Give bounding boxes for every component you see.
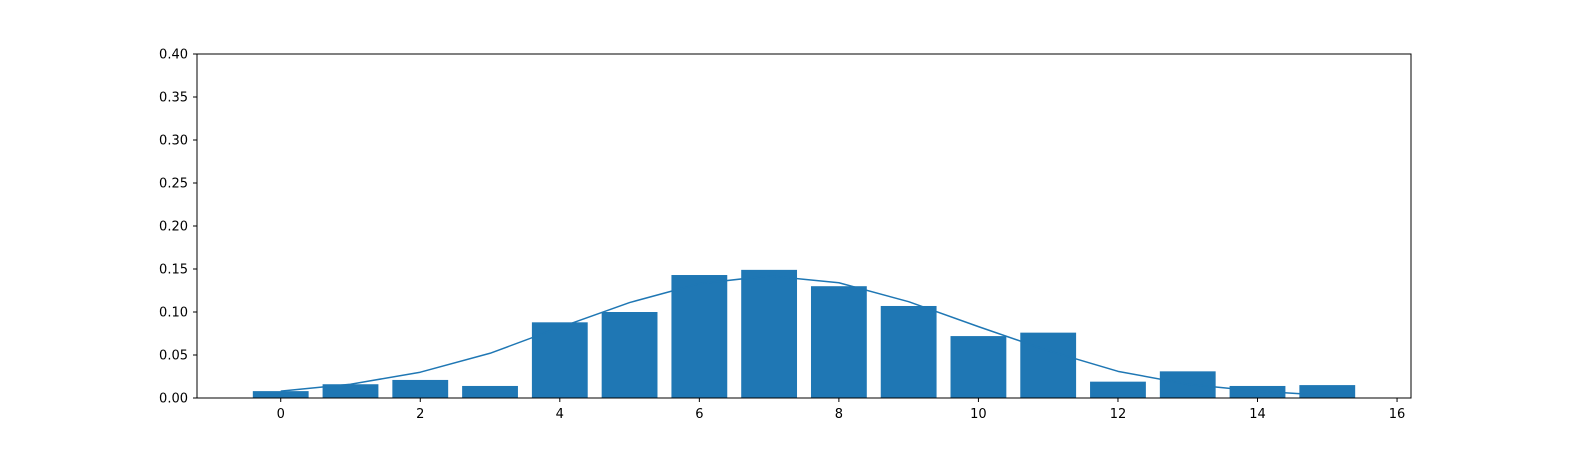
- bar-series: [252, 269, 1356, 398]
- y-tick-label: 0.40: [159, 48, 188, 63]
- bar: [462, 385, 518, 398]
- bar: [880, 305, 937, 398]
- x-tick-label: 14: [1249, 407, 1266, 422]
- y-tick-label: 0.00: [159, 392, 188, 407]
- bar: [671, 275, 728, 398]
- bar: [1229, 385, 1286, 398]
- bar: [601, 312, 658, 398]
- bar: [322, 384, 379, 398]
- y-tick-label: 0.15: [159, 263, 188, 278]
- y-tick-label: 0.25: [159, 177, 188, 192]
- y-tick-label: 0.10: [159, 306, 188, 321]
- bar: [1090, 381, 1146, 398]
- y-axis: 0.00 0.05 0.10 0.15 0.20 0.25 0.30 0.35 0.40: [159, 48, 197, 407]
- x-tick-label: 12: [1110, 407, 1127, 422]
- bar: [950, 336, 1007, 398]
- x-tick-label: 6: [695, 407, 703, 422]
- x-tick-label: 2: [416, 407, 424, 422]
- y-tick-label: 0.35: [159, 91, 188, 106]
- x-tick-label: 0: [277, 407, 285, 422]
- x-tick-label: 8: [835, 407, 843, 422]
- bar: [1020, 332, 1077, 398]
- bar: [810, 286, 867, 398]
- fit-line: [280, 275, 1328, 397]
- bar: [531, 322, 588, 398]
- x-axis: 0 2 4 6 8 10 12 14 16: [277, 398, 1406, 422]
- y-tick-label: 0.05: [159, 349, 188, 364]
- bar: [392, 379, 449, 398]
- bar: [741, 269, 798, 398]
- y-tick-label: 0.20: [159, 220, 188, 235]
- y-tick-label: 0.30: [159, 134, 188, 149]
- x-tick-label: 10: [970, 407, 987, 422]
- line-series: [280, 275, 1328, 397]
- x-tick-label: 4: [556, 407, 564, 422]
- x-tick-label: 16: [1389, 407, 1406, 422]
- bar: [252, 391, 309, 398]
- bar: [1299, 385, 1356, 398]
